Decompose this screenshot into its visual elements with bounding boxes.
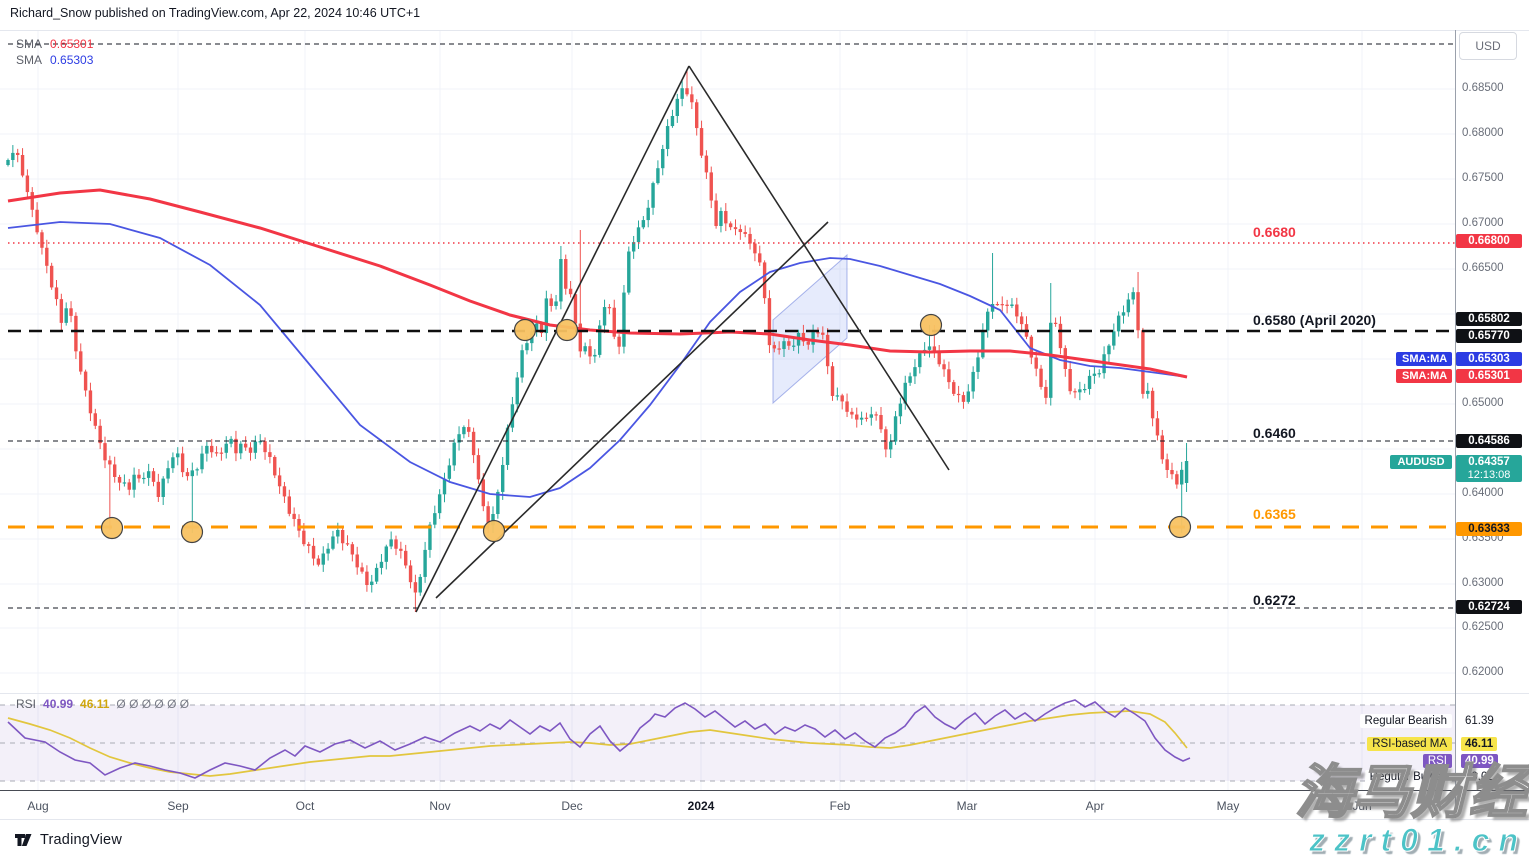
sma-legend-row-fast: SMA 0.65303 [16, 52, 93, 68]
price-badge[interactable]: 0.63633 [1456, 522, 1522, 536]
axis-divider [0, 790, 1529, 791]
rsi-row-label[interactable]: RSI-based MA [1367, 737, 1452, 751]
header-divider [0, 30, 1529, 31]
price-tick[interactable]: 0.67500 [1462, 172, 1504, 184]
time-label-feb[interactable]: Feb [829, 799, 851, 813]
sma-slow-line [7, 188, 1188, 379]
rsi-row-value[interactable]: 46.11 [1461, 737, 1498, 751]
price-tick[interactable]: 0.64000 [1462, 487, 1504, 499]
time-label-sep[interactable]: Sep [167, 799, 189, 813]
price-badge[interactable]: 0.65301 [1456, 369, 1522, 383]
sma-legend: SMA 0.65301 SMA 0.65303 [16, 36, 93, 68]
sma-fast-value: 0.65303 [50, 53, 94, 67]
tradingview-icon [15, 834, 32, 846]
time-label-mar[interactable]: Mar [956, 799, 978, 813]
price-tick[interactable]: 0.66500 [1462, 262, 1504, 274]
sma-fast-label: SMA [16, 53, 43, 67]
price-tick[interactable]: 0.65000 [1462, 397, 1504, 409]
sma-ma-label[interactable]: SMA:MA [1396, 369, 1452, 383]
level-label[interactable]: 0.6460 [1253, 425, 1296, 441]
usd-button[interactable]: USD [1459, 32, 1517, 60]
price-badge[interactable]: 0.65303 [1456, 352, 1522, 366]
tradingview-brand-text: TradingView [40, 831, 122, 848]
rsi-line [7, 699, 1191, 779]
rsi-value: 40.99 [43, 697, 74, 711]
price-badge[interactable]: 0.65802 [1456, 312, 1522, 326]
highlight-markers [100, 313, 1192, 544]
level-lines [8, 43, 1455, 609]
rsi-legend: RSI 40.99 46.11 Ø Ø Ø Ø Ø Ø [16, 697, 196, 711]
price-tick[interactable]: 0.62500 [1462, 621, 1504, 633]
time-label-jun[interactable]: Jun [1352, 799, 1372, 813]
time-label-oct[interactable]: Oct [295, 799, 315, 813]
time-label-nov[interactable]: Nov [429, 799, 451, 813]
rsi-label: RSI [16, 697, 37, 711]
sma-slow-label: SMA [16, 37, 43, 51]
level-label[interactable]: 0.6272 [1253, 592, 1296, 608]
price-axis-border [1455, 30, 1456, 818]
time-label-may[interactable]: May [1216, 799, 1240, 813]
level-label[interactable]: 0.6580 (April 2020) [1253, 312, 1376, 328]
rsi-row-label[interactable]: Regular Bullish [1364, 770, 1452, 784]
rsi-row-value[interactable]: 40.02 [1465, 771, 1494, 783]
symbol-label[interactable]: AUDUSD [1390, 455, 1452, 469]
time-label-aug[interactable]: Aug [27, 799, 49, 813]
price-badge[interactable]: 0.64357 12:13:08 [1456, 455, 1522, 482]
tradingview-logo[interactable]: TradingView [14, 830, 122, 849]
rsi-row-value[interactable]: 40.99 [1461, 754, 1498, 768]
sma-fast-line [7, 221, 1188, 498]
rsi-row-label[interactable]: RSI [1422, 754, 1452, 768]
rsi-row-label[interactable]: Regular Bearish [1359, 714, 1452, 728]
price-tick[interactable]: 0.68500 [1462, 82, 1504, 94]
rsi-band [0, 705, 1455, 781]
gridlines [0, 30, 1455, 790]
time-label-2024[interactable]: 2024 [687, 799, 715, 813]
rsi-zero-values: Ø Ø Ø Ø Ø Ø [116, 697, 190, 711]
rsi-row-value[interactable]: 61.39 [1465, 715, 1494, 727]
level-label[interactable]: 0.6365 [1253, 506, 1296, 522]
sma-ma-label[interactable]: SMA:MA [1396, 352, 1452, 366]
attribution-header: Richard_Snow published on TradingView.co… [10, 6, 420, 20]
level-label[interactable]: 0.6680 [1253, 224, 1296, 240]
price-tick[interactable]: 0.63000 [1462, 577, 1504, 589]
sma-legend-row-slow: SMA 0.65301 [16, 36, 93, 52]
time-label-dec[interactable]: Dec [561, 799, 583, 813]
sma-slow-value: 0.65301 [50, 37, 94, 51]
price-badge[interactable]: 0.65770 [1456, 329, 1522, 343]
price-tick[interactable]: 0.67000 [1462, 217, 1504, 229]
price-badge[interactable]: 0.64586 [1456, 434, 1522, 448]
price-badge[interactable]: 0.66800 [1456, 234, 1522, 248]
rsi-ma-line [7, 710, 1188, 777]
rsi-ma-value: 46.11 [80, 697, 110, 711]
flag-pattern [772, 253, 848, 405]
footer-divider [0, 819, 1529, 820]
price-badge[interactable]: 0.62724 [1456, 600, 1522, 614]
panel-divider [0, 693, 1529, 694]
attribution-text: Richard_Snow published on TradingView.co… [10, 6, 421, 20]
price-tick[interactable]: 0.62000 [1462, 666, 1504, 678]
time-label-apr[interactable]: Apr [1085, 799, 1105, 813]
price-tick[interactable]: 0.68000 [1462, 127, 1504, 139]
